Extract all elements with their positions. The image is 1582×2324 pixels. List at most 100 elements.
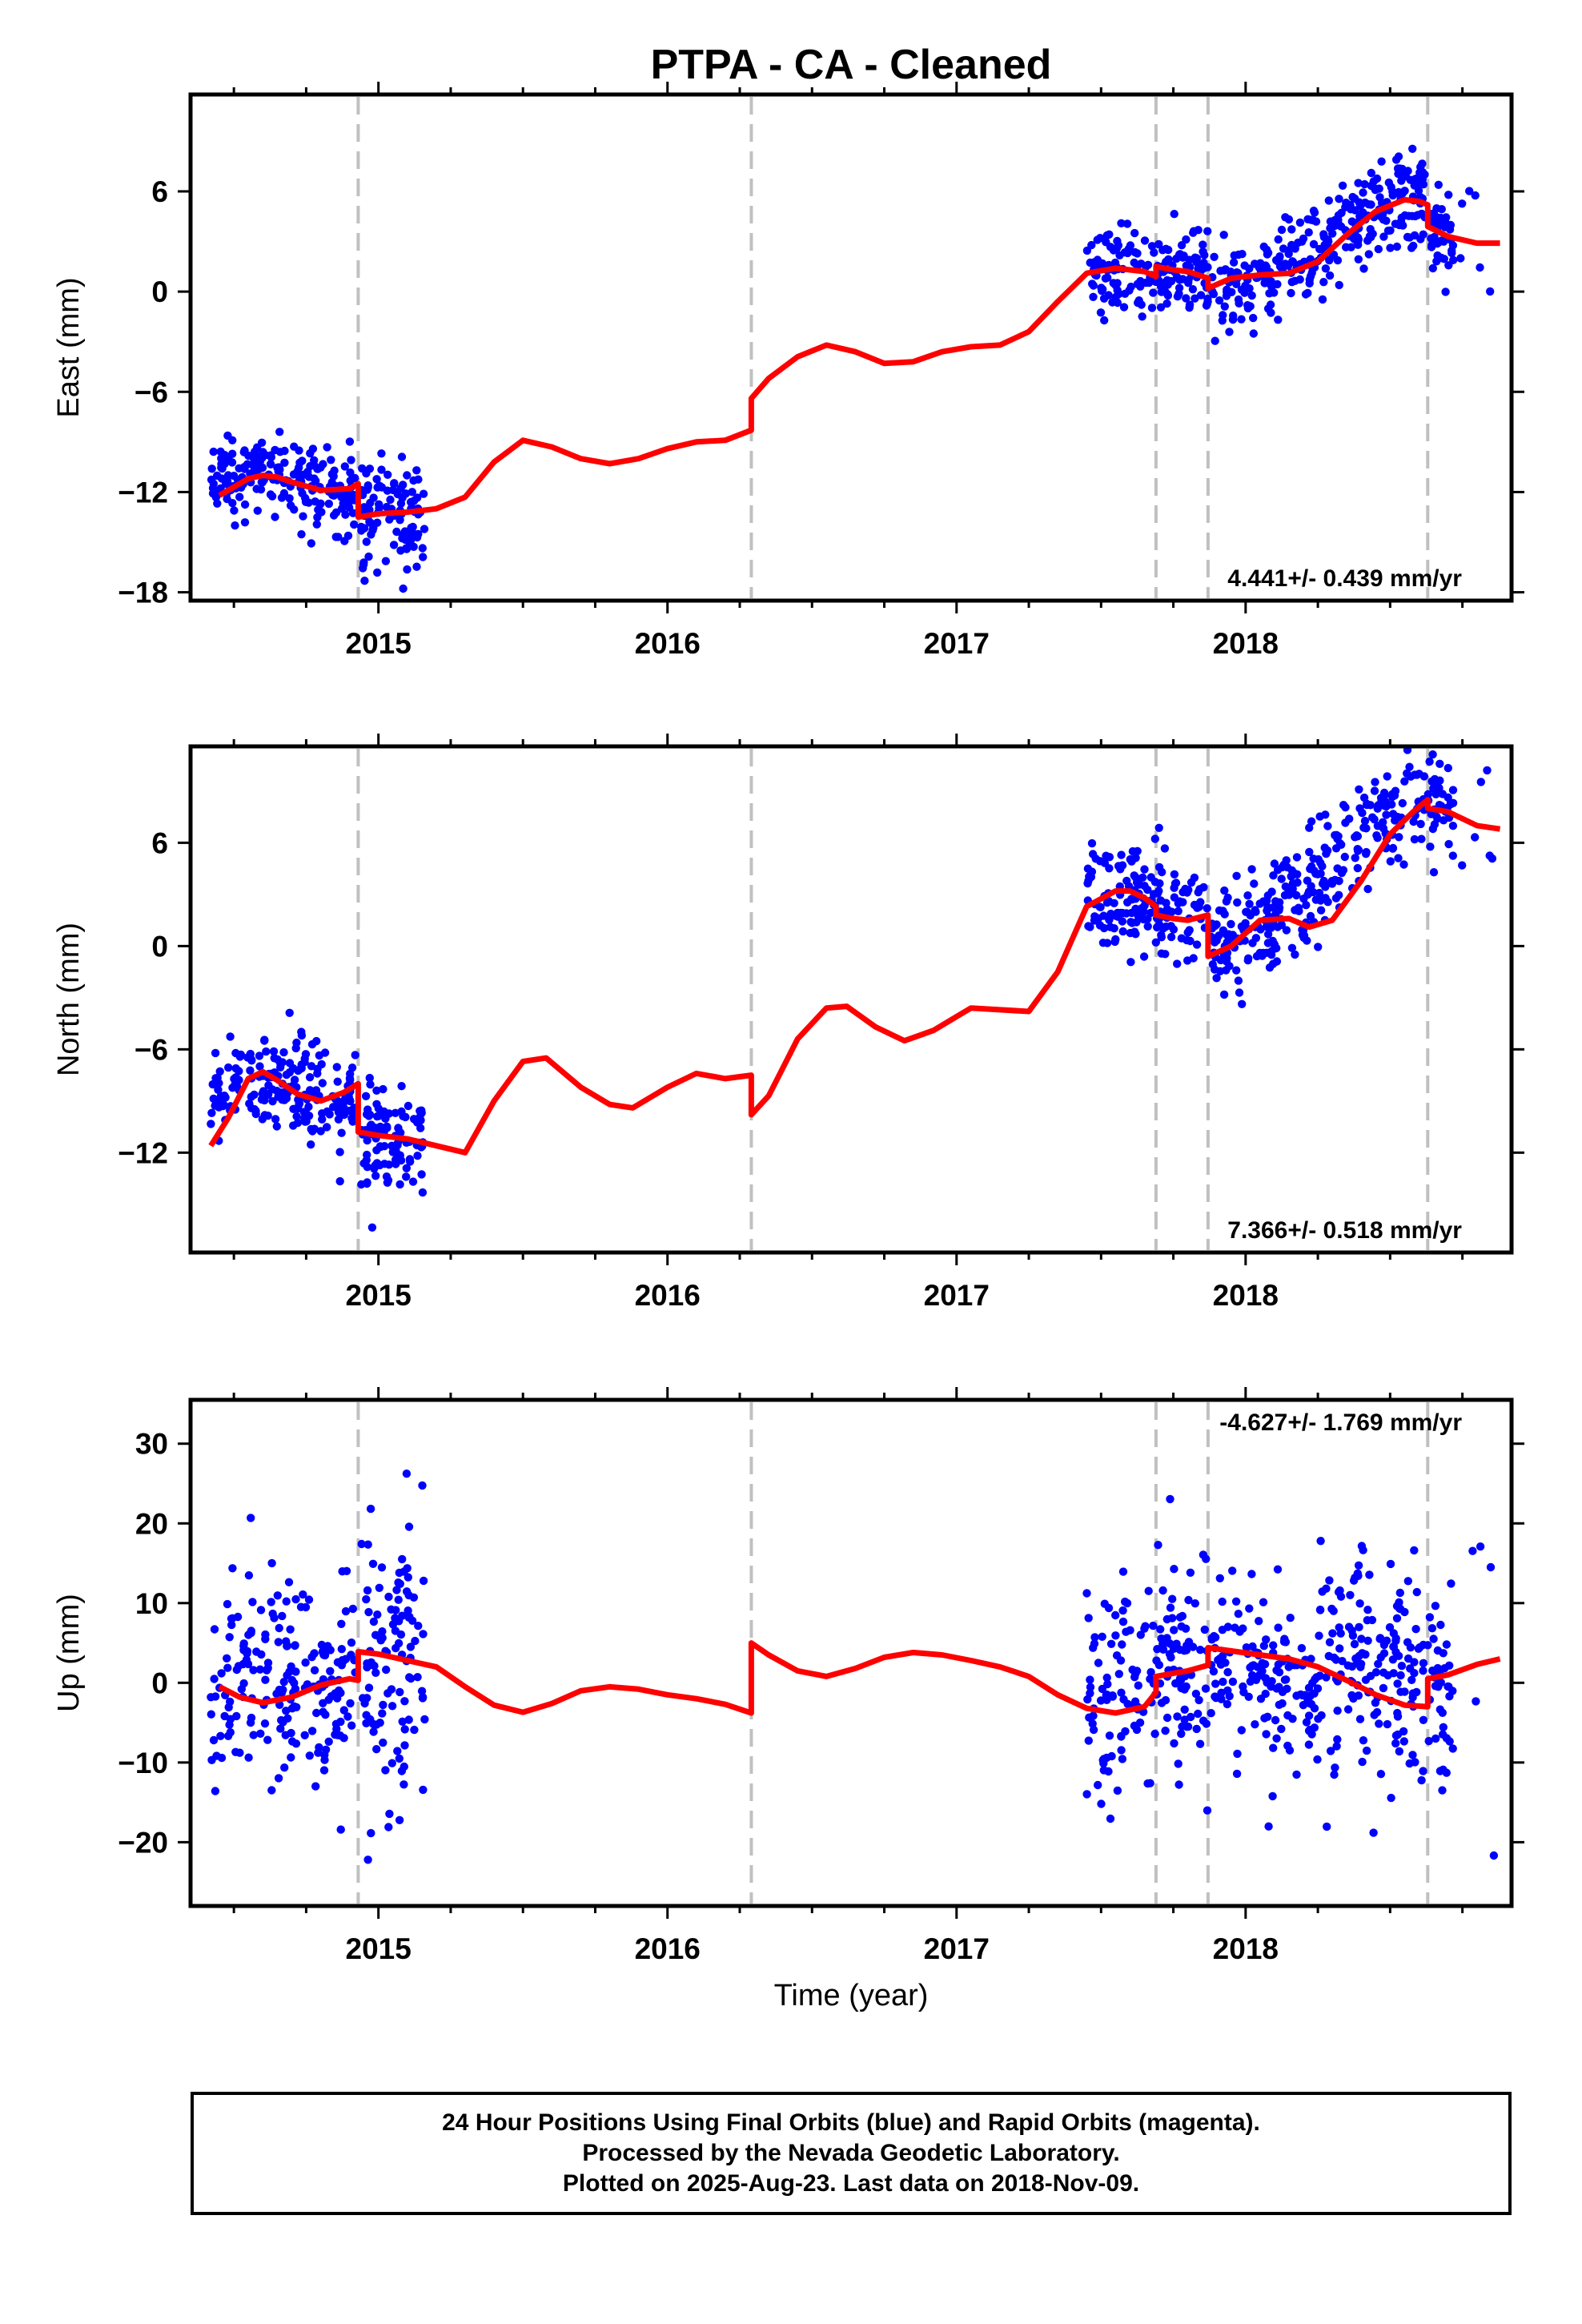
north-data-point: [379, 1107, 388, 1116]
north-data-point: [1488, 854, 1497, 863]
north-data-point: [1423, 790, 1433, 798]
east-data-point: [1456, 254, 1465, 263]
up-data-point: [1098, 1684, 1107, 1694]
east-data-point: [1211, 336, 1219, 345]
up-x-tick-label: 2017: [924, 1932, 990, 1965]
up-data-point: [1181, 1624, 1191, 1633]
north-data-point: [351, 1051, 359, 1059]
up-data-point: [1200, 1625, 1210, 1634]
east-data-point: [372, 475, 381, 484]
north-data-point: [408, 1177, 418, 1186]
up-data-point: [1174, 1780, 1183, 1789]
north-data-point: [251, 1107, 260, 1116]
up-data-point: [1332, 1742, 1341, 1751]
up-data-point: [1379, 1649, 1389, 1658]
north-data-point: [268, 1097, 277, 1106]
east-data-point: [403, 565, 412, 574]
up-y-tick-label: −10: [118, 1747, 168, 1779]
east-data-point: [1260, 279, 1269, 287]
east-data-point: [1235, 299, 1243, 308]
east-points: [207, 144, 1495, 593]
up-data-point: [1392, 1602, 1402, 1610]
east-data-point: [1099, 294, 1109, 303]
up-y-tick-label: −20: [118, 1826, 168, 1859]
up-data-point: [1333, 1735, 1342, 1744]
east-data-point: [1170, 210, 1178, 219]
north-data-point: [1251, 906, 1259, 915]
up-data-point: [276, 1724, 285, 1733]
north-data-point: [363, 1150, 371, 1160]
up-data-point: [1119, 1695, 1128, 1704]
east-data-point: [383, 470, 392, 479]
up-data-point: [394, 1595, 403, 1604]
up-data-point: [1158, 1645, 1168, 1654]
east-data-point: [1162, 244, 1170, 253]
up-data-point: [1283, 1741, 1292, 1751]
up-data-point: [1362, 1746, 1371, 1755]
north-data-point: [413, 1152, 422, 1160]
up-data-point: [332, 1724, 341, 1734]
east-data-point: [253, 506, 262, 515]
up-data-point: [292, 1703, 301, 1711]
up-data-point: [414, 1622, 423, 1630]
up-data-point: [275, 1685, 284, 1695]
up-data-point: [223, 1599, 232, 1609]
up-data-point: [1363, 1606, 1372, 1614]
north-data-point: [1382, 810, 1391, 819]
up-data-point: [1161, 1727, 1170, 1735]
north-data-point: [305, 1073, 315, 1082]
east-data-point: [1288, 257, 1298, 267]
north-data-point: [1110, 924, 1118, 933]
up-data-point: [1251, 1720, 1259, 1729]
up-data-point: [263, 1735, 272, 1744]
north-data-point: [346, 1069, 355, 1079]
east-data-point: [344, 499, 353, 508]
north-data-point: [1387, 790, 1397, 798]
east-data-point: [1405, 233, 1414, 242]
up-data-point: [1086, 1683, 1095, 1691]
up-data-point: [1180, 1705, 1189, 1714]
up-data-point: [1264, 1822, 1273, 1831]
up-data-point: [1315, 1631, 1323, 1640]
up-data-point: [1275, 1700, 1284, 1709]
east-data-point: [1110, 258, 1120, 267]
up-data-point: [361, 1695, 371, 1703]
north-data-point: [1151, 938, 1161, 947]
north-data-point: [1118, 927, 1127, 936]
up-y-tick-label: 30: [135, 1428, 168, 1461]
up-x-tick-label: 2015: [346, 1932, 412, 1965]
chart-title: PTPA - CA - Cleaned: [651, 42, 1052, 88]
up-data-point: [287, 1753, 295, 1762]
up-data-point: [310, 1666, 319, 1675]
up-data-point: [1325, 1638, 1335, 1647]
east-data-point: [399, 584, 408, 593]
east-data-point: [248, 460, 257, 469]
north-data-point: [211, 1074, 220, 1083]
east-data-point: [207, 464, 216, 473]
up-data-point: [1403, 1638, 1412, 1647]
up-data-point: [1343, 1705, 1353, 1714]
north-data-point: [1083, 864, 1093, 873]
up-data-point: [282, 1597, 291, 1606]
east-data-point: [1174, 289, 1183, 298]
north-data-point: [1157, 933, 1166, 942]
up-data-point: [406, 1642, 416, 1651]
east-data-point: [1408, 144, 1417, 153]
north-data-point: [1398, 798, 1407, 808]
north-data-point: [1211, 921, 1219, 931]
north-data-point: [416, 1107, 424, 1116]
east-data-point: [1175, 275, 1185, 284]
up-data-point: [1143, 1779, 1152, 1788]
north-data-point: [1439, 816, 1448, 825]
east-data-point: [1347, 217, 1357, 226]
east-data-point: [1386, 243, 1395, 252]
north-data-point: [211, 1048, 220, 1058]
north-data-point: [402, 1172, 411, 1181]
up-data-point: [364, 1607, 373, 1617]
north-x-tick-label: 2016: [635, 1279, 701, 1312]
north-data-point: [1250, 879, 1259, 888]
up-data-point: [1245, 1604, 1254, 1613]
east-data-point: [1291, 276, 1299, 285]
east-data-point: [1471, 191, 1480, 200]
up-data-point: [1476, 1542, 1485, 1551]
